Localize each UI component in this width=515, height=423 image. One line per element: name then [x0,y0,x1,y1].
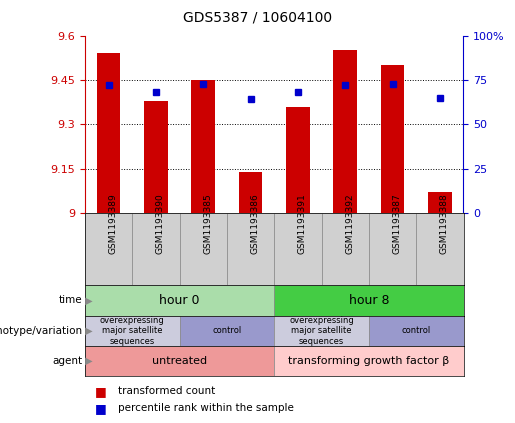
Text: GDS5387 / 10604100: GDS5387 / 10604100 [183,11,332,25]
Bar [180,316,274,346]
Bar [85,316,180,346]
Text: hour 8: hour 8 [349,294,389,307]
Bar [85,213,132,285]
Text: ▶: ▶ [82,356,93,366]
Bar [274,316,369,346]
Bar [144,101,168,213]
Bar [274,346,464,376]
Text: GSM1193387: GSM1193387 [392,194,402,254]
Bar [132,213,180,285]
Text: transforming growth factor β: transforming growth factor β [288,356,450,366]
Text: control: control [212,326,242,335]
Bar [286,107,310,213]
Bar [192,80,215,213]
Text: transformed count: transformed count [118,386,216,396]
Text: ■: ■ [95,385,107,398]
Text: overexpressing
major satellite
sequences: overexpressing major satellite sequences [100,316,165,346]
Text: GSM1193392: GSM1193392 [345,194,354,254]
Bar [381,65,404,213]
Bar [180,213,227,285]
Bar [85,285,274,316]
Text: GSM1193390: GSM1193390 [156,194,165,254]
Text: agent: agent [53,356,82,366]
Bar [333,50,357,213]
Text: GSM1193388: GSM1193388 [440,194,449,254]
Text: ▶: ▶ [82,295,93,305]
Text: GSM1193386: GSM1193386 [251,194,260,254]
Text: percentile rank within the sample: percentile rank within the sample [118,403,295,413]
Bar [97,53,121,213]
Text: overexpressing
major satellite
sequences: overexpressing major satellite sequences [289,316,354,346]
Text: hour 0: hour 0 [159,294,200,307]
Bar [369,316,464,346]
Text: control: control [402,326,431,335]
Text: untreated: untreated [152,356,207,366]
Bar [369,213,416,285]
Text: ■: ■ [95,402,107,415]
Bar [274,213,321,285]
Text: ▶: ▶ [82,326,93,336]
Bar [274,285,464,316]
Text: GSM1193385: GSM1193385 [203,194,212,254]
Bar [227,213,274,285]
Text: genotype/variation: genotype/variation [0,326,82,336]
Text: GSM1193389: GSM1193389 [109,194,117,254]
Bar [428,192,452,213]
Text: time: time [59,295,82,305]
Bar [85,346,274,376]
Bar [239,172,263,213]
Bar [416,213,464,285]
Text: GSM1193391: GSM1193391 [298,194,307,254]
Bar [321,213,369,285]
